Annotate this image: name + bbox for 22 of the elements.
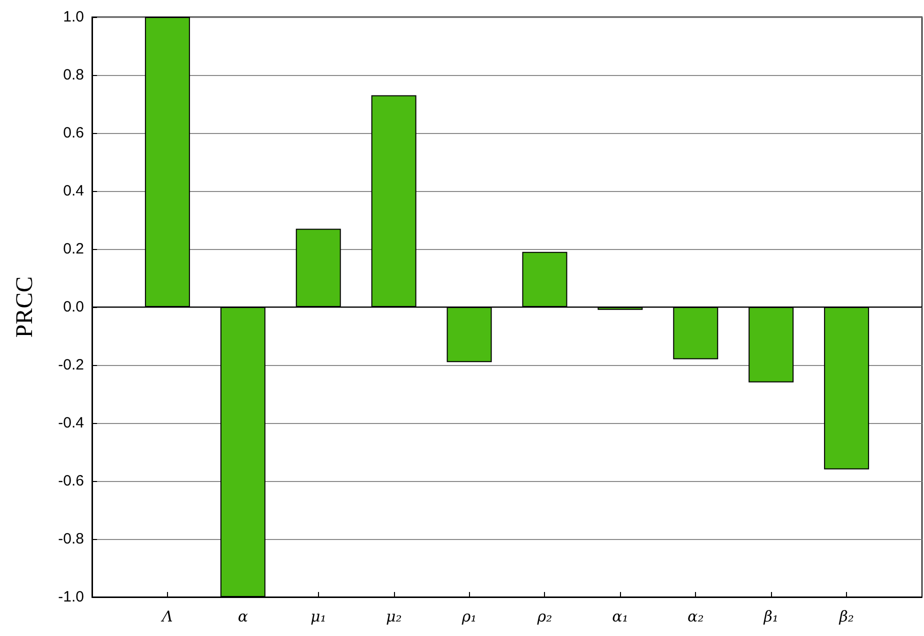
y-tick-label: 0.8 (63, 66, 84, 84)
x-tick-label: μ₂ (386, 608, 402, 626)
y-tick-label: 0.0 (63, 298, 84, 316)
x-tick-label: α₁ (612, 608, 628, 626)
x-tick-label: α (238, 608, 248, 626)
y-tick-label: 0.6 (63, 124, 84, 142)
x-tick-label: α₂ (688, 608, 704, 626)
y-tick-label: -1.0 (58, 588, 84, 606)
y-tick-label: -0.2 (58, 356, 84, 374)
x-tick-label: μ₁ (310, 608, 326, 626)
y-tick-label: 1.0 (63, 8, 84, 26)
y-tick-label: -0.8 (58, 530, 84, 548)
y-tick-label: -0.4 (58, 414, 84, 432)
x-tick-label: Λ (160, 608, 174, 626)
y-tick-label: 0.4 (63, 182, 84, 200)
x-tick-label: ρ₂ (536, 608, 552, 626)
x-tick-label: ρ₁ (460, 608, 477, 626)
y-axis-title: PRCC (12, 276, 38, 338)
y-tick-label: 0.2 (63, 240, 84, 258)
x-tick-label: β₂ (838, 608, 854, 626)
x-tick-label: β₁ (762, 608, 778, 626)
y-tick-label: -0.6 (58, 472, 84, 490)
